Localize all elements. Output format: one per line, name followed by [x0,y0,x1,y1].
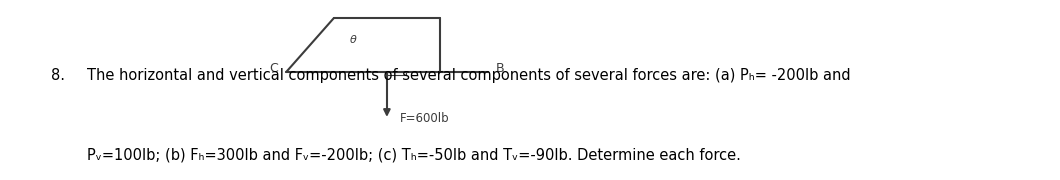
Text: Pᵥ=100lb; (b) Fₕ=300lb and Fᵥ=-200lb; (c) Tₕ=-50lb and Tᵥ=-90lb. Determine each : Pᵥ=100lb; (b) Fₕ=300lb and Fᵥ=-200lb; (c… [87,148,741,163]
Text: F=600lb: F=600lb [400,112,449,125]
Text: C: C [269,62,278,75]
Text: The horizontal and vertical components of several components of several forces a: The horizontal and vertical components o… [87,68,850,83]
Text: θ: θ [350,35,356,45]
Bar [387,72,406,75]
Text: 8.: 8. [51,68,65,83]
Text: B: B [496,62,505,75]
